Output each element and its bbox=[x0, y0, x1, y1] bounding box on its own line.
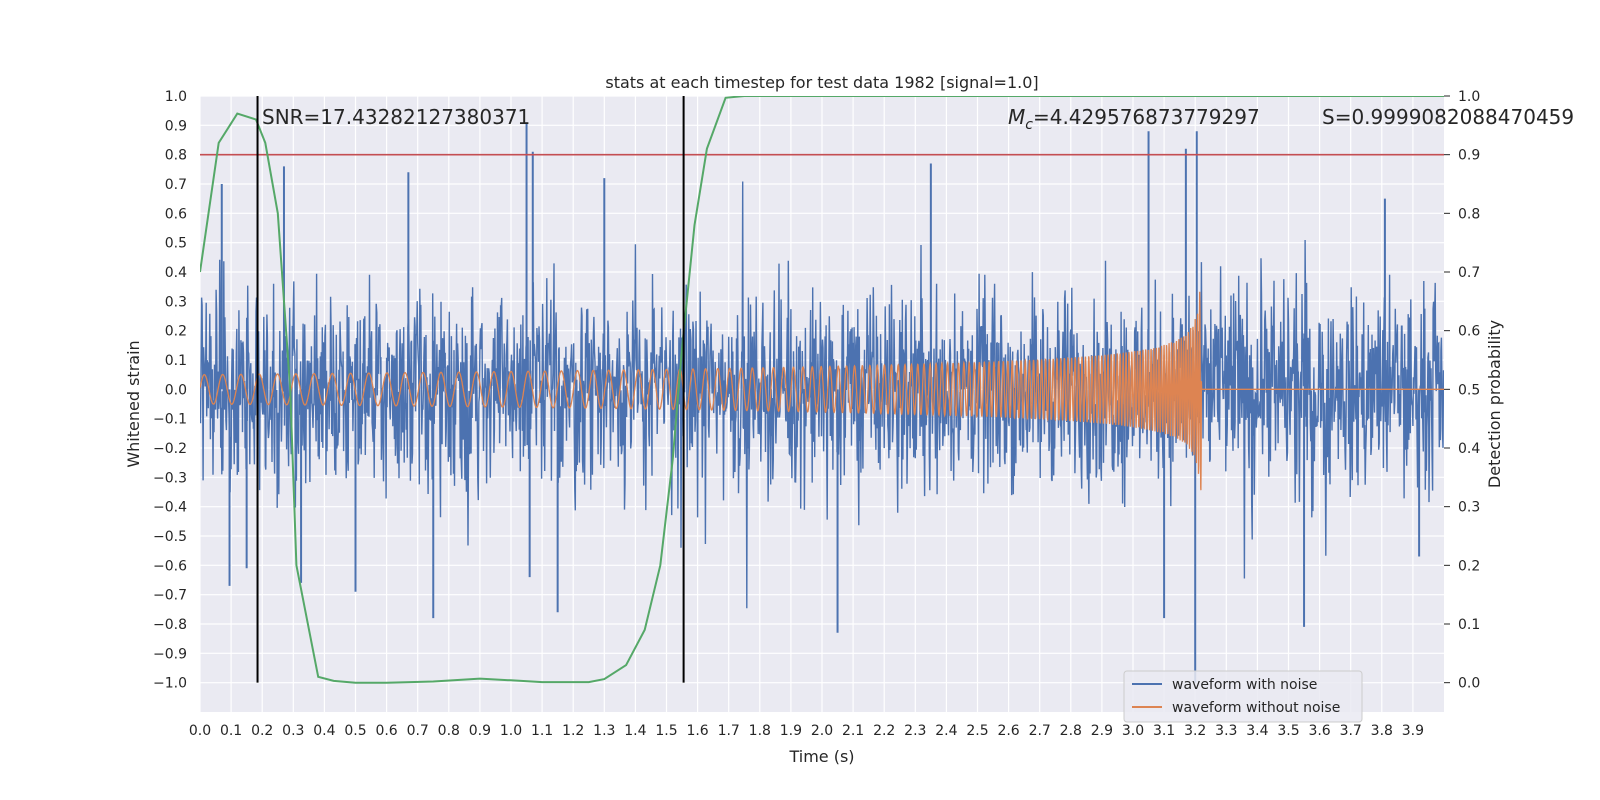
x-tick-label: 1.2 bbox=[562, 723, 584, 739]
y2-tick-label: 0.1 bbox=[1458, 617, 1480, 633]
legend: waveform with noise waveform without noi… bbox=[1123, 670, 1363, 723]
chirp-mass-subscript: c bbox=[1025, 117, 1033, 133]
s-annotation: S=0.9999082088470459 bbox=[1322, 105, 1574, 129]
data-layer bbox=[200, 96, 1444, 684]
x-tick-label: 2.3 bbox=[904, 723, 926, 739]
y-tick-label: 0.3 bbox=[165, 294, 187, 310]
x-tick-label: 1.4 bbox=[624, 723, 646, 739]
x-tick-label: 0.1 bbox=[220, 723, 242, 739]
y2-tick-label: 0.5 bbox=[1458, 382, 1480, 398]
y-tick-label: −1.0 bbox=[153, 676, 187, 692]
y-tick-label: −0.9 bbox=[153, 646, 187, 662]
legend-label-without-noise: waveform without noise bbox=[1172, 700, 1340, 716]
y2-tick-label: 0.7 bbox=[1458, 265, 1480, 281]
x-tick-label: 3.5 bbox=[1277, 723, 1299, 739]
x-tick-label: 1.5 bbox=[655, 723, 677, 739]
x-tick-label: 2.9 bbox=[1091, 723, 1113, 739]
y-tick-label: 0.2 bbox=[165, 324, 187, 340]
x-tick-label: 3.2 bbox=[1184, 723, 1206, 739]
y-tick-label: −0.6 bbox=[153, 558, 187, 574]
x-tick-label: 1.8 bbox=[749, 723, 771, 739]
y2-axis-label: Detection probability bbox=[1485, 320, 1504, 488]
y-tick-label: 0.6 bbox=[165, 206, 187, 222]
y-tick-label: −0.1 bbox=[153, 412, 187, 428]
chirp-mass-symbol: M bbox=[1008, 105, 1025, 129]
series-with-noise bbox=[200, 181, 1444, 609]
y2-tick-label: 0.3 bbox=[1458, 500, 1480, 516]
x-tick-label: 1.3 bbox=[593, 723, 615, 739]
x-tick-label: 3.7 bbox=[1340, 723, 1362, 739]
x-tick-labels: 0.0 0.1 0.2 0.3 0.4 0.5 0.6 0.7 0.8 0.9 1.0 1.1 1.2 1… bbox=[189, 723, 1424, 739]
y-axis-label: Whitened strain bbox=[124, 340, 143, 467]
x-tick-label: 0.8 bbox=[438, 723, 460, 739]
grid bbox=[199, 95, 1444, 712]
y-tick-label: −0.4 bbox=[153, 500, 187, 516]
x-tick-label: 1.1 bbox=[531, 723, 553, 739]
x-tick-label: 3.1 bbox=[1153, 723, 1175, 739]
x-tick-label: 2.8 bbox=[1060, 723, 1082, 739]
x-tick-label: 2.2 bbox=[873, 723, 895, 739]
x-axis-label: Time (s) bbox=[788, 747, 854, 766]
x-tick-label: 0.2 bbox=[251, 723, 273, 739]
x-tick-label: 0.6 bbox=[375, 723, 397, 739]
x-tick-label: 2.7 bbox=[1029, 723, 1051, 739]
x-tick-label: 1.7 bbox=[718, 723, 740, 739]
chirp-mass-annotation: Mc=4.429576873779297 bbox=[1008, 105, 1260, 133]
y-tick-label: 0.1 bbox=[165, 353, 187, 369]
y-tick-labels: 1.0 0.9 0.8 0.7 0.6 0.5 0.4 0.3 0.2 0.1 0.0 −0.1 −0.… bbox=[153, 89, 187, 692]
x-tick-label: 2.4 bbox=[935, 723, 957, 739]
y-tick-label: 0.4 bbox=[165, 265, 187, 281]
x-tick-label: 0.0 bbox=[189, 723, 211, 739]
series-without-noise bbox=[200, 291, 1444, 491]
x-tick-label: 2.6 bbox=[997, 723, 1019, 739]
y-tick-label: −0.7 bbox=[153, 588, 187, 604]
y2-tick-label: 1.0 bbox=[1458, 89, 1480, 105]
x-tick-label: 3.6 bbox=[1308, 723, 1330, 739]
x-tick-label: 1.6 bbox=[686, 723, 708, 739]
x-tick-label: 0.9 bbox=[469, 723, 491, 739]
y2-tick-label: 0.4 bbox=[1458, 441, 1480, 457]
x-tick-label: 2.5 bbox=[966, 723, 988, 739]
y-tick-label: 0.9 bbox=[165, 118, 187, 134]
y-tick-label: 0.5 bbox=[165, 236, 187, 252]
legend-box bbox=[1123, 670, 1363, 723]
y2-tick-label: 0.0 bbox=[1458, 676, 1480, 692]
y-tick-label: 0.0 bbox=[165, 382, 187, 398]
y-tick-label: −0.5 bbox=[153, 529, 187, 545]
y-tick-label: −0.8 bbox=[153, 617, 187, 633]
legend-label-with-noise: waveform with noise bbox=[1172, 677, 1317, 693]
y2-tick-label: 0.6 bbox=[1458, 324, 1480, 340]
y-tick-label: 0.7 bbox=[165, 177, 187, 193]
x-tick-label: 1.9 bbox=[780, 723, 802, 739]
x-tick-label: 0.4 bbox=[313, 723, 335, 739]
x-tick-label: 0.7 bbox=[407, 723, 429, 739]
y2-tick-label: 0.9 bbox=[1458, 148, 1480, 164]
x-tick-label: 3.4 bbox=[1246, 723, 1268, 739]
x-tick-label: 3.9 bbox=[1402, 723, 1424, 739]
y2-tick-label: 0.8 bbox=[1458, 206, 1480, 222]
x-tick-label: 2.1 bbox=[842, 723, 864, 739]
snr-annotation: SNR=17.43282127380371 bbox=[262, 105, 530, 129]
y-tick-label: −0.3 bbox=[153, 470, 187, 486]
y-tick-label: 1.0 bbox=[165, 89, 187, 105]
chart-title: stats at each timestep for test data 198… bbox=[605, 73, 1038, 92]
x-tick-label: 3.8 bbox=[1371, 723, 1393, 739]
chirp-mass-value: =4.429576873779297 bbox=[1033, 105, 1260, 129]
x-tick-label: 0.5 bbox=[344, 723, 366, 739]
y-tick-label: 0.8 bbox=[165, 148, 187, 164]
x-tick-label: 3.0 bbox=[1122, 723, 1144, 739]
y2-tick-label: 0.2 bbox=[1458, 558, 1480, 574]
detection-probability-line bbox=[200, 96, 1444, 684]
y-tick-label: −0.2 bbox=[153, 441, 187, 457]
y2-tick-labels: 1.0 0.9 0.8 0.7 0.6 0.5 0.4 0.3 0.2 0.1 0.0 bbox=[1444, 89, 1480, 692]
x-tick-label: 0.3 bbox=[282, 723, 304, 739]
x-tick-label: 2.0 bbox=[811, 723, 833, 739]
x-tick-label: 3.3 bbox=[1215, 723, 1237, 739]
x-tick-label: 1.0 bbox=[500, 723, 522, 739]
